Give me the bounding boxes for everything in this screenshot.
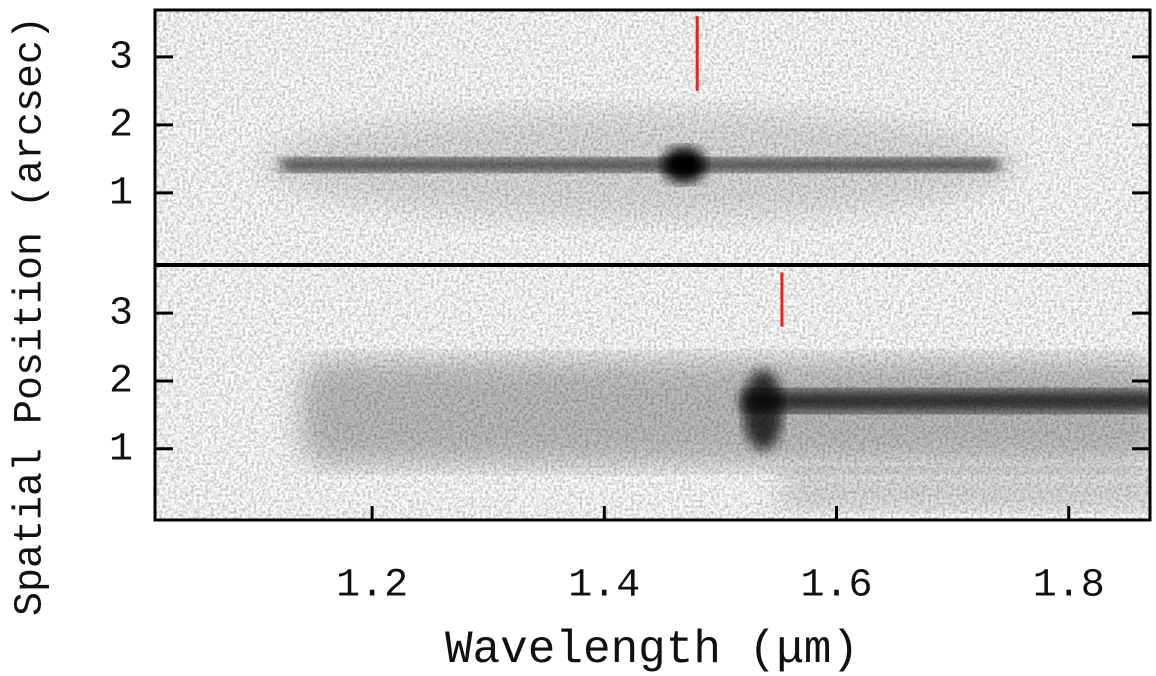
spectrum-image [155, 10, 1150, 265]
x-axis-label: Wavelength (μm) [445, 624, 859, 676]
x-tick-label: 1.6 [801, 564, 873, 609]
x-tick-label: 1.2 [336, 564, 408, 609]
y-tick-label: 1 [109, 171, 133, 216]
x-tick-label: 1.8 [1033, 564, 1105, 609]
y-axis-label: Spatial Position (arcsec) [9, 16, 54, 616]
y-tick-label: 3 [109, 292, 133, 337]
y-tick-label: 1 [109, 427, 133, 472]
spectrum-image [155, 265, 1150, 520]
y-tick-label: 3 [109, 35, 133, 80]
y-tick-label: 2 [109, 103, 133, 148]
x-tick-label: 1.4 [568, 564, 640, 609]
y-tick-label: 2 [109, 360, 133, 405]
